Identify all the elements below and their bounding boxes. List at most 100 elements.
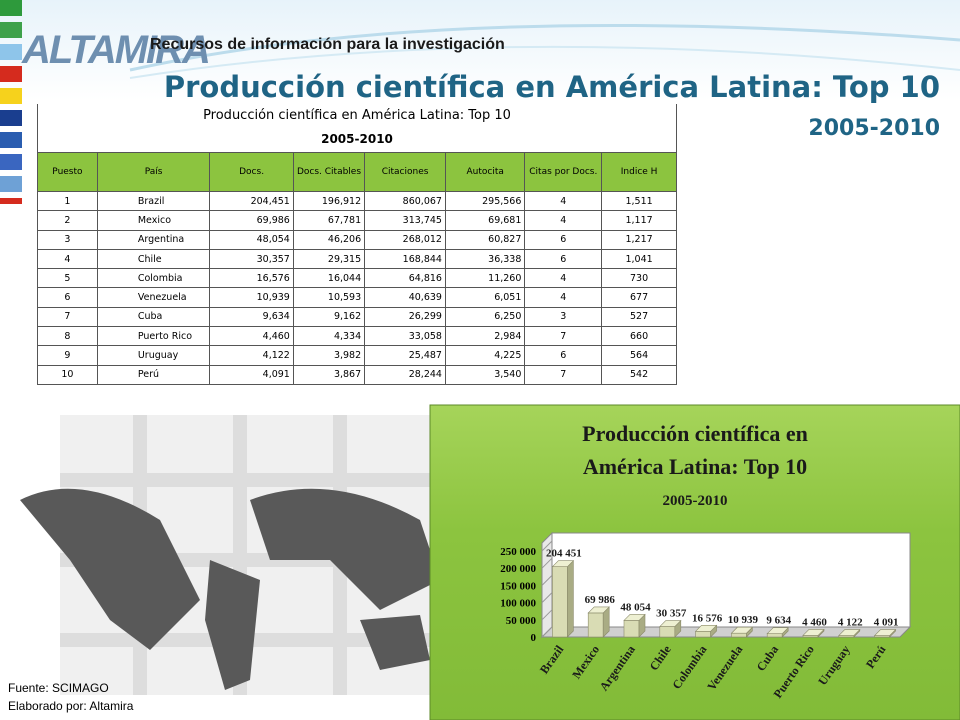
value-label: 16 576 (692, 612, 723, 624)
table-cell: 3,982 (292, 345, 366, 366)
bar-top (587, 606, 610, 614)
table-cell: 4,091 (209, 364, 294, 385)
table-cell: Colombia (96, 268, 211, 289)
column-header: Citaciones (364, 152, 446, 192)
table-cell: Cuba (96, 306, 211, 328)
value-label: 30 357 (656, 608, 687, 620)
table-cell: 168,844 (364, 248, 446, 270)
table-cell: Chile (96, 248, 211, 270)
author: Elaborado por: Altamira (8, 699, 134, 713)
bar (623, 620, 640, 638)
table-cell: 60,827 (444, 229, 526, 250)
table-cell: Argentina (96, 229, 211, 250)
table-cell: 1,511 (601, 190, 677, 212)
table-row: 7 Cuba 9,634 9,162 26,299 6,250 3 527 (37, 306, 677, 328)
table-cell: 26,299 (364, 306, 446, 328)
table-cell: 69,681 (444, 210, 526, 231)
table-cell: 7 (37, 306, 98, 328)
table-cell: Mexico (96, 210, 211, 231)
bar-top (730, 626, 754, 634)
table-row: 1 Brazil 204,451 196,912 860,067 295,566 4 1,51… (37, 190, 677, 212)
table-cell: Uruguay (96, 345, 211, 366)
table-cell: 7 (524, 364, 603, 385)
table-cell: 4 (524, 268, 603, 289)
table-row: 3 Argentina 48,054 46,206 268,012 60,827 6 1,21… (37, 229, 677, 250)
table-cell: 36,338 (444, 248, 526, 270)
table-cell: 30,357 (209, 248, 294, 270)
table-cell: 196,912 (292, 190, 366, 212)
table-cell: 4 (524, 210, 603, 231)
table-row: 10 Perú 4,091 3,867 28,244 3,540 7 542 (37, 364, 677, 385)
x-tick-label: Brazil (537, 642, 567, 676)
table-cell: 730 (601, 268, 677, 289)
table-row: 9 Uruguay 4,122 3,982 25,487 4,225 6 564 (37, 345, 677, 366)
value-label: 10 939 (728, 614, 759, 626)
header-band (0, 0, 960, 100)
table-cell: 16,044 (292, 268, 366, 289)
bar (766, 633, 783, 638)
y-tick-label: 250 000 (500, 546, 536, 558)
table-cell: 527 (601, 306, 677, 328)
column-header: Citas por Docs. (524, 152, 603, 192)
bar-top (838, 629, 861, 636)
table-cell: 4 (524, 287, 603, 308)
table-cell: 3 (37, 229, 98, 250)
value-label: 4 091 (874, 617, 899, 629)
table-cell: 29,315 (292, 248, 366, 270)
swoosh (129, 23, 960, 72)
table-cell: 4 (524, 190, 603, 212)
table-cell: Venezuela (96, 287, 211, 308)
table-cell: 67,781 (292, 210, 366, 231)
bar-top (802, 629, 825, 636)
table-cell: 5 (37, 268, 98, 289)
bar (731, 632, 747, 638)
table-cell: 295,566 (444, 190, 526, 212)
swoosh (129, 45, 960, 79)
table-cell: 1,117 (601, 210, 677, 231)
x-tick-label: Argentina (597, 643, 638, 694)
table-cell: Brazil (96, 190, 211, 212)
grid-line (541, 609, 553, 621)
table-cell: 660 (601, 326, 677, 347)
bar-top (873, 629, 897, 636)
x-tick-label: Perú (863, 642, 889, 670)
table-cell: 6 (524, 345, 603, 366)
bar-top (623, 614, 646, 621)
table-cell: 25,487 (364, 345, 446, 366)
table-title: Producción científica en América Latina:… (37, 104, 677, 126)
table-cell: 677 (601, 287, 677, 308)
table-cell: 16,576 (209, 268, 294, 289)
column-header: Autocita (444, 152, 526, 192)
y-tick-label: 150 000 (500, 580, 536, 592)
grid-line (541, 540, 553, 552)
x-tick-label: Chile (647, 642, 675, 673)
x-tick-label: Cuba (754, 643, 782, 674)
table-cell: 268,012 (364, 229, 446, 250)
slide-title: Producción científica en América Latina:… (163, 70, 940, 104)
bar-top (694, 624, 718, 632)
column-header: Docs. (209, 152, 294, 192)
table-cell: 48,054 (209, 229, 294, 250)
table-cell: 542 (601, 364, 677, 385)
value-label: 4 460 (802, 616, 827, 628)
table-cell: 4,334 (292, 326, 366, 347)
table-cell: 11,260 (444, 268, 526, 289)
table-cell: 28,244 (364, 364, 446, 385)
x-tick-label: Mexico (569, 643, 602, 682)
bar-top (659, 620, 682, 627)
table-cell: 10 (37, 364, 98, 385)
y-tick-label: 0 (531, 632, 537, 644)
table-cell: 33,058 (364, 326, 446, 347)
table-cell: Puerto Rico (96, 326, 211, 347)
table-cell: 9,162 (292, 306, 366, 328)
data-table: Producción científica en América Latina:… (37, 104, 677, 385)
table-cell: 1 (37, 190, 98, 212)
table-cell: 64,816 (364, 268, 446, 289)
bar-top (551, 560, 575, 567)
chart-subtitle: 2005-2010 (663, 493, 728, 509)
table-cell: 313,745 (364, 210, 446, 231)
grid-line (541, 575, 553, 586)
table-cell: 3,867 (292, 364, 366, 385)
table-subtitle: 2005-2010 (37, 126, 677, 153)
